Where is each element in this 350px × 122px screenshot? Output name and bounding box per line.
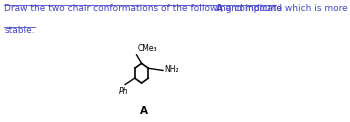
Text: , and indicate which is more: , and indicate which is more <box>220 4 348 13</box>
Text: A: A <box>140 106 148 116</box>
Text: Ph: Ph <box>119 87 128 96</box>
Text: stable.: stable. <box>4 26 35 35</box>
Text: CMe₃: CMe₃ <box>137 44 157 53</box>
Text: NH₂: NH₂ <box>164 66 178 75</box>
Text: Draw the two chair conformations of the following compound: Draw the two chair conformations of the … <box>4 4 285 13</box>
Text: A: A <box>216 4 223 13</box>
